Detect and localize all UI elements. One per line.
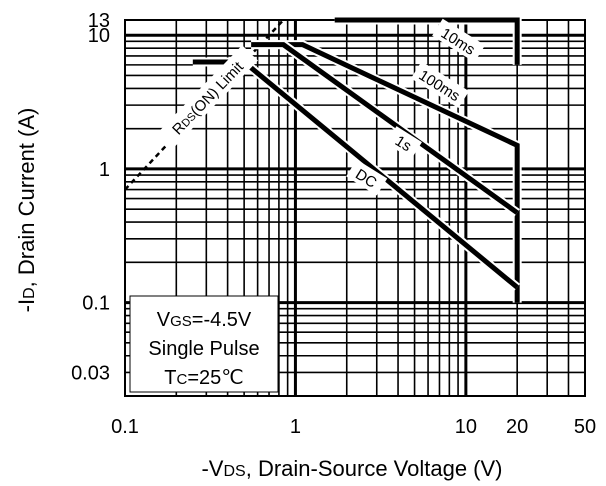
x-axis-title: -VDS, Drain-Source Voltage (V) [201, 456, 502, 481]
curve-1s [251, 42, 519, 215]
x-tick-label: 1 [290, 416, 301, 438]
label-rds-limit-bg [156, 45, 258, 150]
y-axis-title: -ID, Drain Current (A) [14, 108, 39, 313]
y-tick-label: 10 [88, 25, 110, 47]
condition-tc: TC=25℃ [164, 367, 243, 389]
y-tick-label: 13 [88, 10, 110, 32]
label-10ms-bg [432, 18, 486, 63]
condition-box: VGS=-4.5V Single Pulse TC=25℃ [129, 295, 279, 393]
label-dc-bg [346, 159, 388, 196]
label-100ms-bg [410, 61, 470, 109]
label-1s: 1s [385, 126, 422, 160]
x-tick-label: 0.1 [111, 416, 139, 438]
y-tick-label: 0.1 [82, 293, 110, 315]
curves [124, 15, 522, 303]
x-tick-label: 20 [506, 416, 528, 438]
y-tick-label: 1 [99, 159, 110, 181]
condition-pulse: Single Pulse [148, 338, 259, 360]
condition-vgs: VGS=-4.5V [157, 309, 252, 331]
label-1s-bg [385, 126, 422, 160]
y-tick-label: 0.03 [71, 362, 110, 384]
x-tick-label: 10 [455, 416, 477, 438]
x-tick-label: 50 [574, 416, 596, 438]
label-1s-text: 1s [392, 132, 414, 155]
curve-10ms [334, 17, 520, 65]
